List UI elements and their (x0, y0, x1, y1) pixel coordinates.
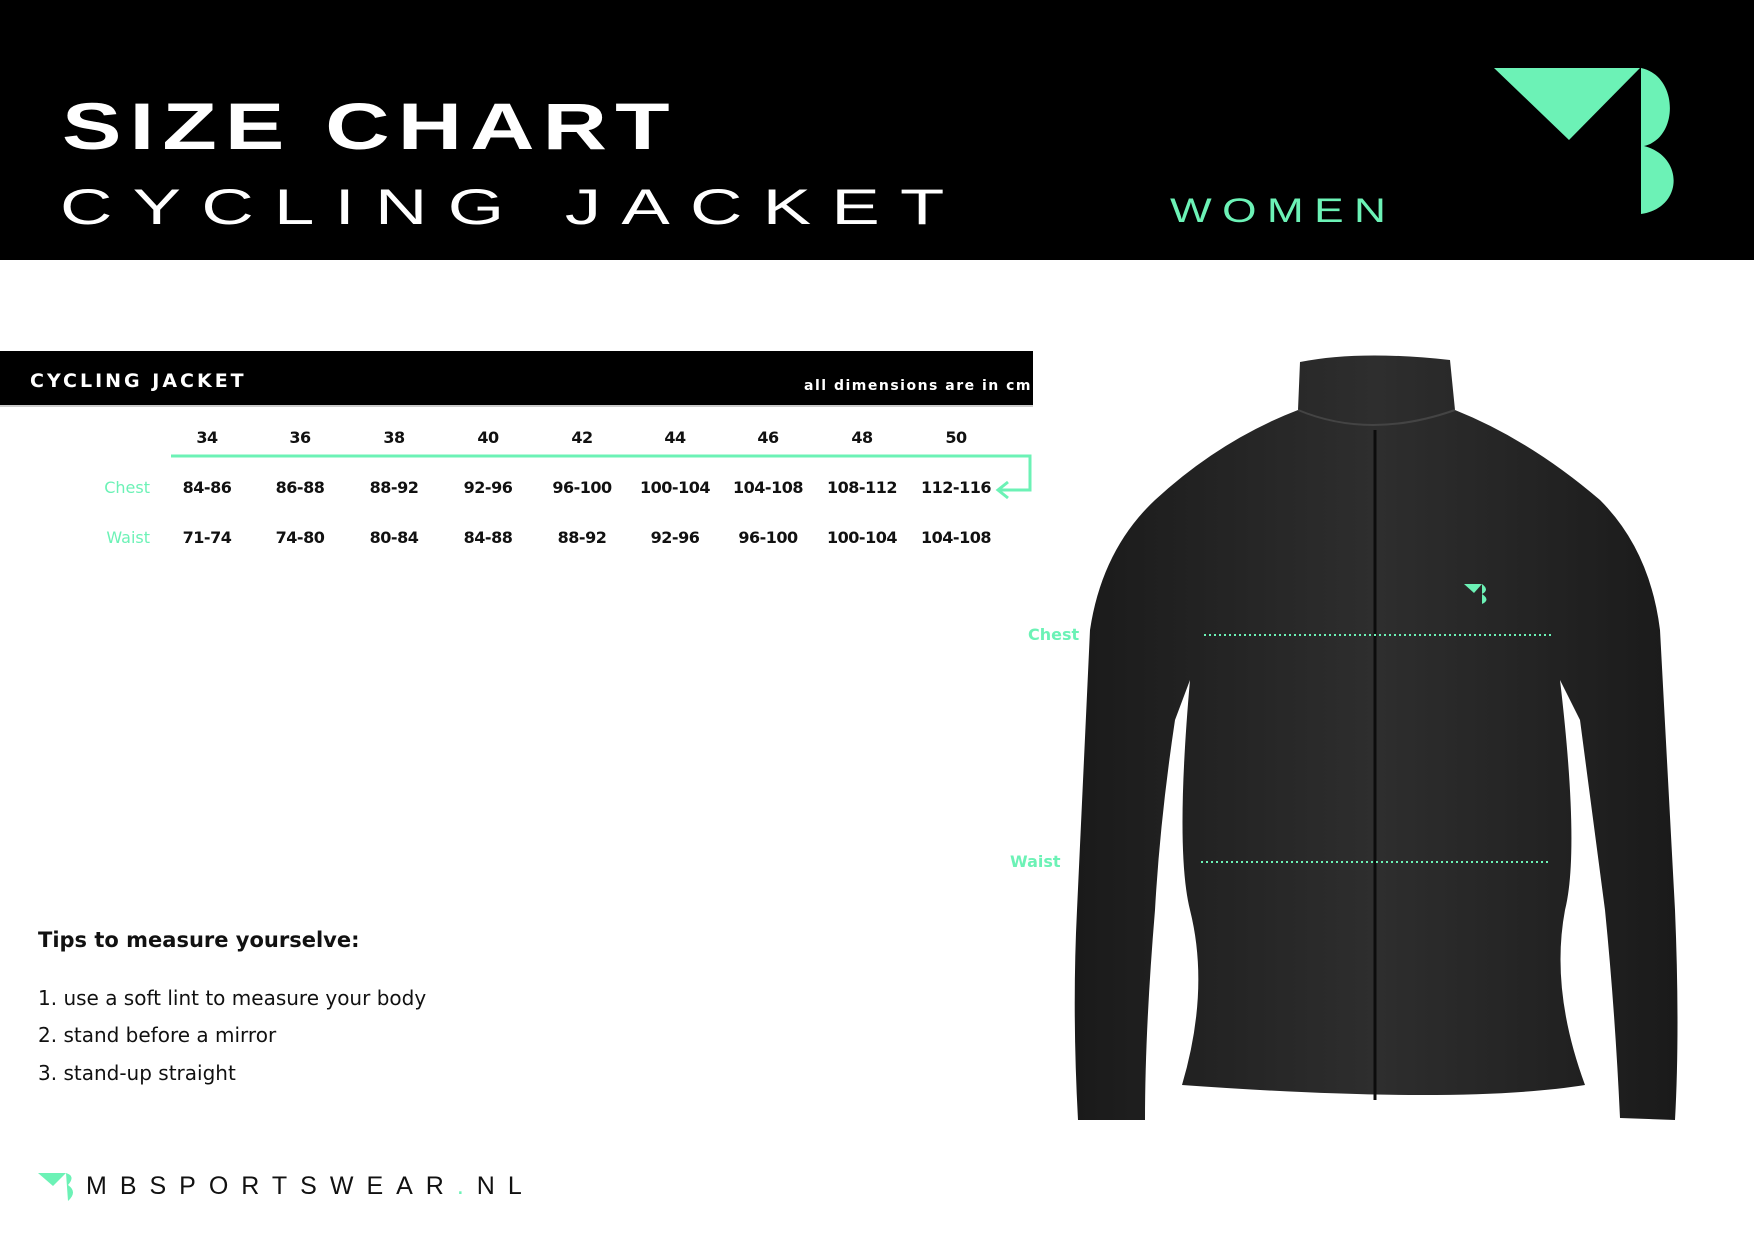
tip-item: 3. stand-up straight (38, 1061, 236, 1085)
table-cell: 84-86 (182, 478, 232, 497)
table-cell: 74-80 (275, 528, 325, 547)
table-cell: 96-100 (552, 478, 612, 497)
table-cell: 88-92 (369, 478, 419, 497)
footer-logo-icon (38, 1173, 73, 1201)
table-bracket-arrow-icon (171, 454, 1032, 500)
size-header: 48 (851, 428, 873, 447)
url-tld: NL (476, 1172, 535, 1200)
table-cell: 88-92 (557, 528, 607, 547)
table-cell: 84-88 (463, 528, 513, 547)
table-cell: 104-108 (921, 528, 991, 547)
website-url[interactable]: MBSPORTSWEAR.NL (86, 1172, 535, 1201)
units-note: all dimensions are in cm (804, 378, 1032, 394)
table-title: CYCLING JACKET (30, 370, 247, 392)
table-cell: 112-116 (921, 478, 991, 497)
table-cell: 100-104 (827, 528, 897, 547)
table-cell: 104-108 (733, 478, 803, 497)
gender-label: WOMEN (1170, 192, 1397, 230)
table-cell: 71-74 (182, 528, 232, 547)
table-cell: 92-96 (650, 528, 700, 547)
table-cell: 100-104 (640, 478, 710, 497)
url-main: MBSPORTSWEAR (86, 1172, 457, 1200)
waist-diagram-label: Waist (1010, 852, 1061, 871)
size-header: 36 (289, 428, 311, 447)
table-cell: 108-112 (827, 478, 897, 497)
table-header-bar (0, 351, 1033, 407)
url-dot: . (456, 1172, 477, 1200)
measurement-lines (1201, 634, 1554, 863)
row-label: Waist (106, 528, 150, 547)
tips-heading: Tips to measure yourselve: (38, 928, 360, 952)
size-header: 40 (477, 428, 499, 447)
size-header: 42 (571, 428, 593, 447)
size-header: 38 (383, 428, 405, 447)
table-cell: 80-84 (369, 528, 419, 547)
size-header: 50 (945, 428, 967, 447)
product-title: CYCLING JACKET (60, 179, 965, 235)
table-cell: 96-100 (738, 528, 798, 547)
header-banner (0, 0, 1754, 260)
size-header: 34 (196, 428, 218, 447)
row-label: Chest (104, 478, 150, 497)
tip-item: 2. stand before a mirror (38, 1023, 277, 1047)
brand-logo-icon (1494, 68, 1674, 214)
table-cell: 86-88 (275, 478, 325, 497)
table-cell: 92-96 (463, 478, 513, 497)
page-title: SIZE CHART (62, 89, 678, 163)
size-header: 44 (664, 428, 686, 447)
jacket-illustration (1074, 355, 1678, 1120)
chest-diagram-label: Chest (1028, 625, 1080, 644)
size-header: 46 (757, 428, 779, 447)
tip-item: 1. use a soft lint to measure your body (38, 986, 427, 1010)
